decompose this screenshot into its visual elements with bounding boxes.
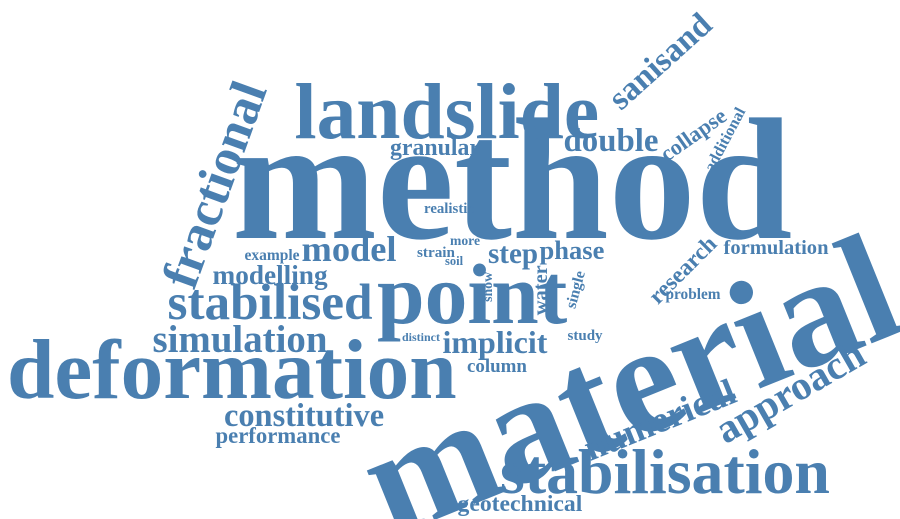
word-soil: soil: [445, 253, 464, 268]
word-column: column: [467, 355, 527, 377]
word-water: water: [529, 265, 552, 316]
word-model: model: [301, 229, 397, 269]
word-more: more: [450, 233, 481, 248]
word-method: method: [232, 83, 793, 276]
word-point: point: [377, 247, 568, 342]
word-study: study: [567, 327, 603, 344]
word-landslide: landslide: [294, 67, 600, 156]
word-strain: strain: [417, 243, 455, 261]
word-show: show: [480, 271, 496, 302]
word-stabilised: stabilised: [167, 273, 373, 331]
word-constitutive: constitutive: [224, 398, 385, 434]
word-simulation: simulation: [152, 317, 328, 361]
word-distinct: distinct: [402, 330, 440, 344]
word-double: double: [563, 122, 659, 159]
word-deformation: deformation: [7, 322, 457, 417]
word-realistic: realistic: [424, 200, 474, 217]
word-example: example: [244, 246, 300, 264]
word-step: step: [488, 237, 539, 270]
word-granular: granular: [390, 135, 480, 161]
word-modelling: modelling: [212, 259, 328, 290]
word-geotechnical: geotechnical: [457, 491, 583, 517]
word-stabilisation: stabilisation: [500, 436, 830, 507]
word-performance: performance: [215, 422, 341, 448]
word-phase: phase: [539, 234, 605, 265]
word-formulation: formulation: [723, 236, 829, 259]
word-problem: problem: [665, 285, 721, 303]
word-implicit: implicit: [442, 324, 548, 360]
